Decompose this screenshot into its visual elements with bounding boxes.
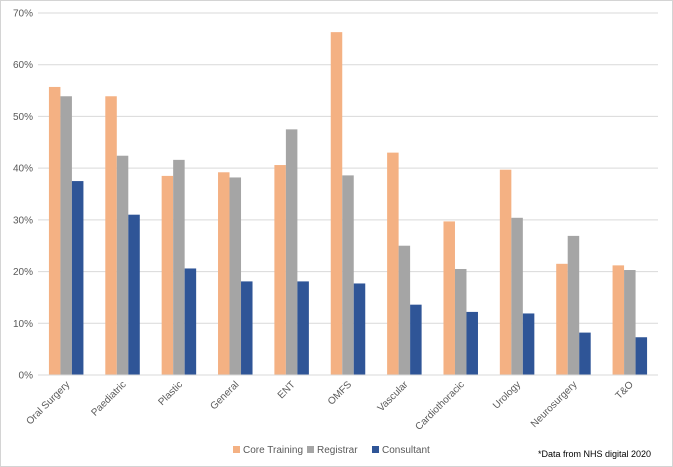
bar-registrar [567, 235, 580, 375]
x-tick-label: T&O [614, 379, 636, 401]
x-tick-label: Plastic [156, 379, 185, 408]
x-axis-tick-labels: Oral Surgery Paediatric Plastic General ENT O… [24, 379, 636, 433]
bar-registrar [511, 217, 523, 375]
bar-consultant [184, 268, 197, 375]
y-tick-label: 30% [13, 215, 33, 226]
legend-swatch-registrar [307, 446, 314, 453]
y-axis-tick-labels: 0% 10% 20% 30% 40% 50% 60% 70% [13, 9, 33, 382]
bar-consultant [297, 281, 309, 375]
bar-core-training [330, 32, 343, 376]
y-tick-label: 70% [13, 9, 33, 20]
x-tick-label: General [208, 379, 241, 412]
legend-label-core-training: Core Training [243, 445, 303, 456]
y-tick-label: 20% [13, 267, 33, 278]
x-tick-label: ENT [276, 379, 298, 401]
bar-registrar [285, 129, 298, 375]
bar-core-training [274, 165, 286, 375]
bar-core-training [612, 265, 625, 375]
x-tick-label: OMFS [326, 379, 354, 407]
y-tick-label: 0% [19, 371, 34, 382]
bar-consultant [522, 313, 535, 375]
x-tick-label: Oral Surgery [24, 379, 72, 427]
bar-registrar [624, 270, 636, 375]
bar-consultant [579, 332, 591, 375]
legend-swatch-consultant [372, 446, 379, 453]
y-tick-label: 40% [13, 164, 33, 175]
bar-consultant [241, 281, 253, 375]
bar-registrar [116, 155, 129, 375]
bar-registrar [60, 96, 72, 375]
y-tick-label: 50% [13, 112, 33, 123]
bar-registrar [229, 177, 242, 375]
x-tick-label: Paediatric [89, 379, 128, 418]
legend-swatch-core-training [233, 446, 240, 453]
x-tick-label: Urology [491, 379, 523, 411]
legend: Core Training Registrar Consultant [233, 445, 430, 456]
bar-consultant [353, 283, 366, 375]
bar-core-training [387, 152, 399, 375]
y-tick-label: 60% [13, 60, 33, 71]
x-tick-label: Neurosurgery [529, 379, 580, 430]
bar-registrar [454, 268, 467, 375]
bar-consultant [410, 304, 422, 375]
bar-core-training [161, 175, 174, 375]
y-tick-label: 10% [13, 319, 33, 330]
bar-registrar [173, 159, 185, 375]
bars [48, 32, 648, 376]
bar-consultant [128, 214, 140, 375]
x-tick-label: Vascular [376, 379, 411, 414]
bar-core-training [105, 96, 117, 375]
x-tick-label: Cardiothoracic [413, 379, 466, 432]
bar-core-training [556, 263, 568, 375]
bar-consultant [466, 311, 478, 375]
bar-core-training [499, 169, 512, 375]
legend-label-registrar: Registrar [317, 445, 358, 456]
legend-label-consultant: Consultant [382, 445, 430, 456]
bar-registrar [398, 245, 411, 375]
bar-consultant [635, 337, 648, 375]
bar-core-training [218, 172, 230, 375]
bar-registrar [342, 175, 354, 375]
footnote: *Data from NHS digital 2020 [538, 449, 651, 459]
bar-consultant [71, 181, 84, 375]
bar-core-training [443, 221, 455, 375]
bar-core-training [48, 86, 61, 376]
